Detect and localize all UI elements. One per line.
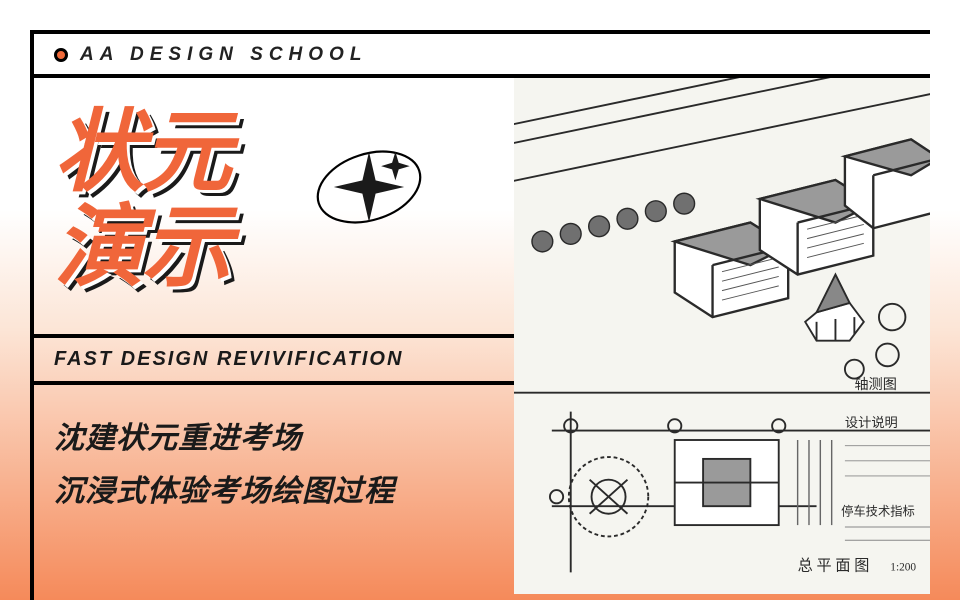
subtitle-text: FAST DESIGN REVIVIFICATION bbox=[54, 348, 494, 371]
hero-title-line1: 状元 bbox=[54, 106, 494, 201]
body-block: 沈建状元重进考场 沉浸式体验考场绘图过程 bbox=[34, 385, 514, 546]
bullet-icon bbox=[54, 48, 68, 62]
sparkle-icon bbox=[314, 132, 424, 242]
architecture-sketch: 轴测图 bbox=[514, 78, 930, 594]
body-line2: 沉浸式体验考场绘图过程 bbox=[54, 466, 494, 519]
body-line1: 沈建状元重进考场 bbox=[54, 413, 494, 466]
subtitle-bar: FAST DESIGN REVIVIFICATION bbox=[34, 338, 514, 385]
main-frame: AA DESIGN SCHOOL 状元 演示 FAST DESIGN REVIV… bbox=[30, 30, 930, 600]
header-bar: AA DESIGN SCHOOL bbox=[34, 34, 930, 78]
left-column: 状元 演示 FAST DESIGN REVIVIFICATION 沈建状元重进考… bbox=[34, 78, 514, 594]
svg-text:总 平 面 图: 总 平 面 图 bbox=[798, 557, 870, 574]
svg-text:轴测图: 轴测图 bbox=[854, 377, 897, 393]
svg-text:停车技术指标: 停车技术指标 bbox=[841, 504, 915, 519]
svg-text:设计说明: 设计说明 bbox=[845, 415, 898, 430]
content-row: 状元 演示 FAST DESIGN REVIVIFICATION 沈建状元重进考… bbox=[34, 78, 930, 594]
sketch-svg: 轴测图 bbox=[514, 78, 930, 594]
hero-block: 状元 演示 bbox=[34, 78, 514, 338]
school-name: AA DESIGN SCHOOL bbox=[80, 44, 367, 66]
hero-title-line2: 演示 bbox=[54, 201, 494, 296]
svg-text:1:200: 1:200 bbox=[890, 561, 916, 573]
